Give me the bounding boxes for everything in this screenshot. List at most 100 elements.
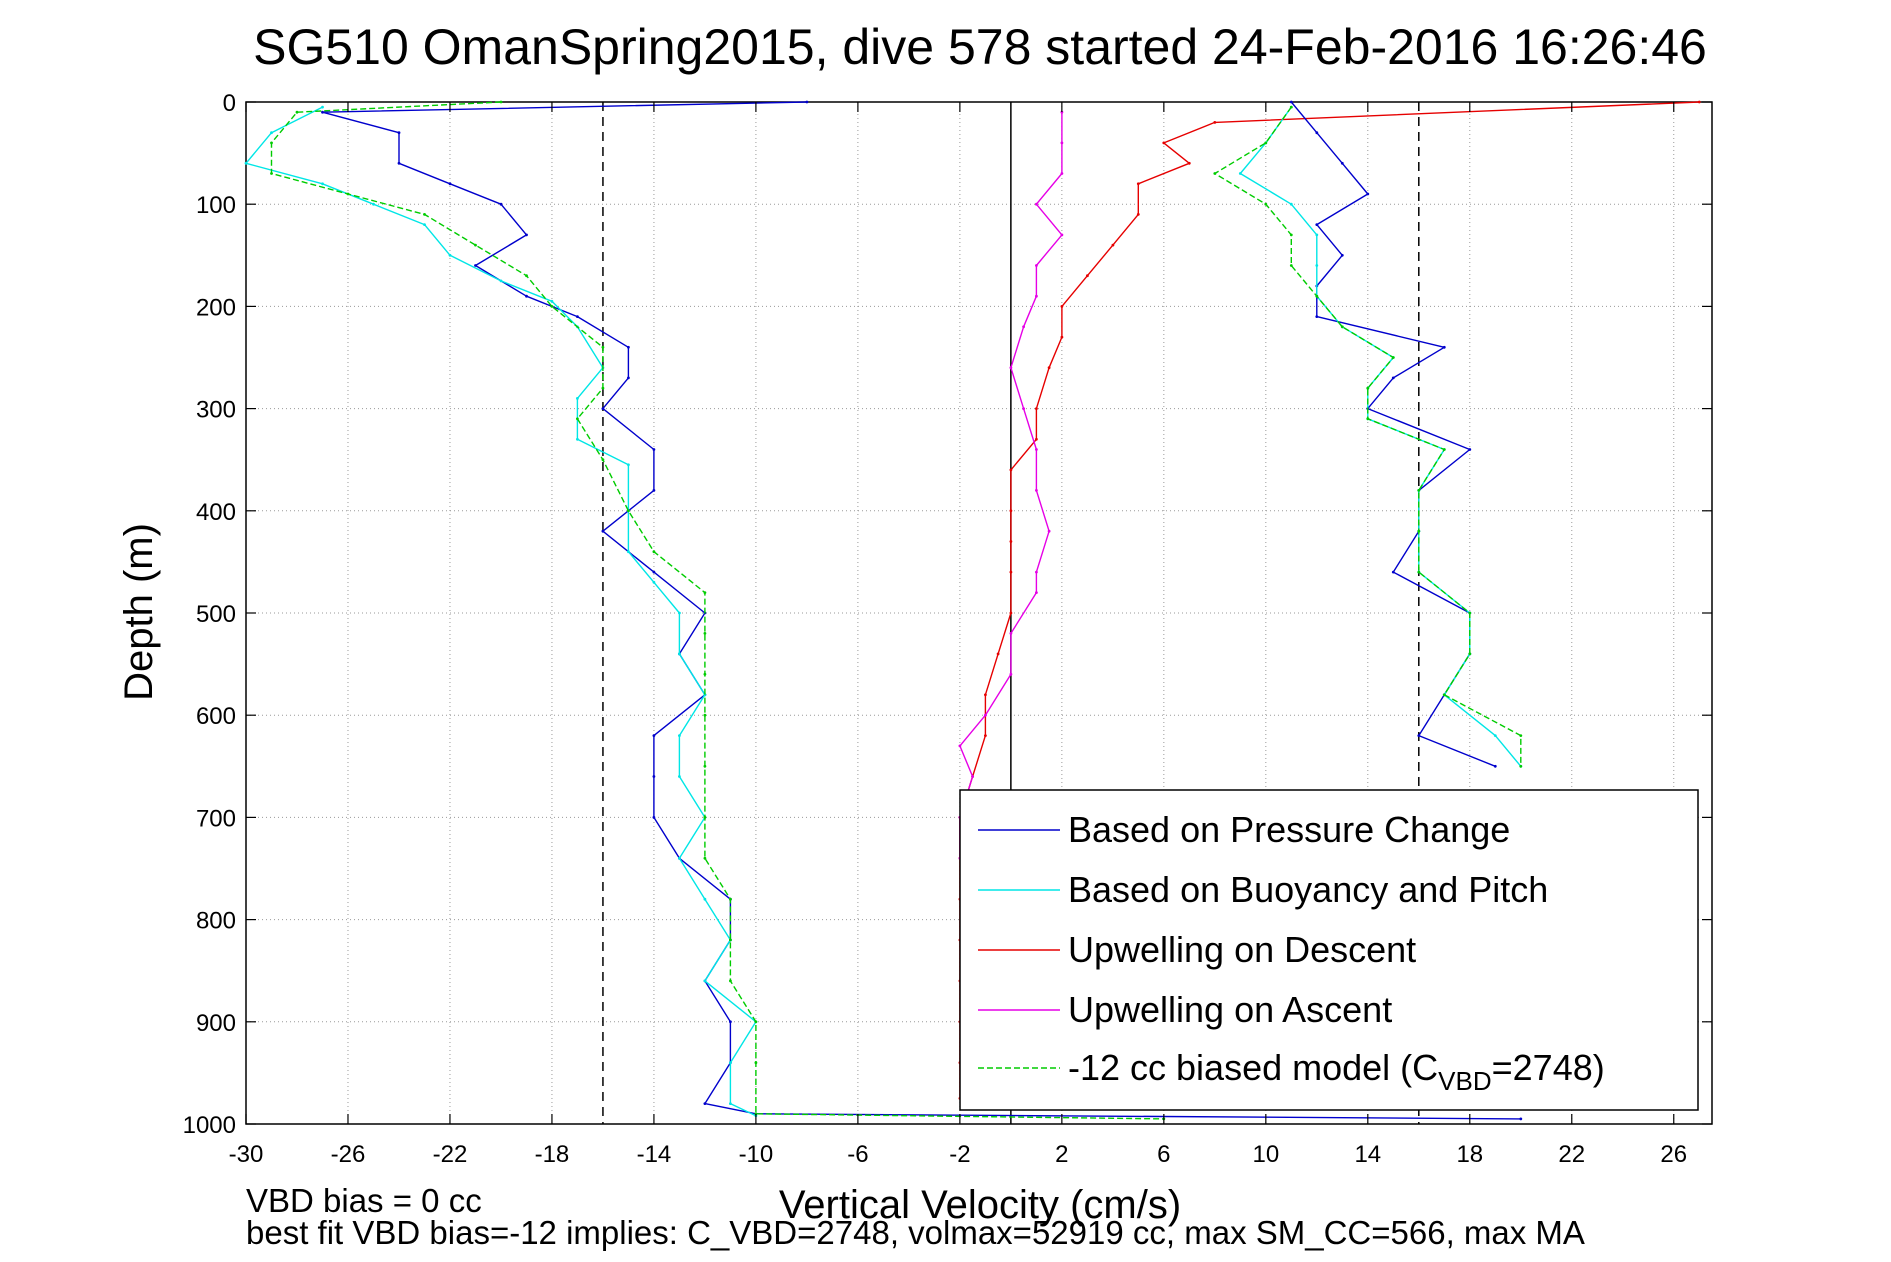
data-point — [627, 376, 630, 380]
data-point — [1009, 366, 1013, 370]
data-point — [1047, 366, 1051, 370]
x-tick-label: 14 — [1354, 1141, 1381, 1168]
data-point — [1035, 591, 1038, 594]
data-point — [474, 243, 477, 247]
data-point — [1519, 764, 1523, 768]
data-point — [576, 437, 579, 441]
data-point — [1035, 570, 1038, 574]
data-point — [652, 489, 656, 492]
footer-line-1: VBD bias = 0 cc — [246, 1182, 482, 1219]
y-tick-label: 1000 — [183, 1112, 236, 1139]
data-point — [703, 632, 707, 635]
x-tick-label: 10 — [1252, 1141, 1279, 1168]
data-point — [601, 345, 605, 349]
data-point — [1264, 141, 1268, 145]
data-point — [397, 131, 401, 135]
data-point — [1022, 325, 1025, 329]
legend-label: Upwelling on Ascent — [1068, 989, 1392, 1030]
data-point — [1519, 1117, 1523, 1121]
data-point — [346, 192, 350, 196]
data-point — [448, 253, 452, 257]
data-point — [601, 458, 605, 462]
data-point — [729, 897, 732, 901]
data-point — [1468, 652, 1472, 656]
chart-title: SG510 OmanSpring2015, dive 578 started 2… — [253, 19, 1707, 75]
data-point — [1022, 407, 1025, 410]
data-point — [703, 591, 707, 594]
data-point — [1391, 356, 1395, 359]
data-point — [703, 816, 707, 819]
data-point — [627, 345, 630, 349]
y-axis-ticks: 0 100 200 300 400 500 600 700 800 900 1000 — [183, 90, 1712, 1139]
data-point — [1315, 131, 1319, 135]
data-point — [754, 1061, 758, 1065]
data-point — [1289, 264, 1293, 267]
data-point — [729, 938, 732, 942]
data-point — [1047, 529, 1051, 533]
series-line-ascent-pressure-change — [1290, 101, 1496, 767]
data-point — [1264, 202, 1268, 206]
data-point — [627, 463, 630, 467]
data-point — [576, 397, 579, 400]
data-point — [1035, 448, 1038, 451]
data-point — [971, 775, 974, 778]
data-point — [1391, 570, 1395, 574]
y-tick-label: 200 — [196, 294, 236, 321]
data-point — [1391, 376, 1395, 380]
data-point — [703, 897, 707, 901]
data-point — [270, 141, 273, 145]
data-point — [550, 299, 554, 303]
y-tick-label: 100 — [196, 192, 236, 219]
data-point — [1417, 529, 1421, 533]
y-tick-label: 500 — [196, 601, 236, 628]
data-point — [984, 734, 987, 737]
data-point — [1340, 253, 1344, 257]
data-point — [1060, 172, 1064, 175]
data-point — [1136, 213, 1140, 216]
x-axis-label: Vertical Velocity (cm/s) — [779, 1183, 1181, 1227]
data-point — [729, 979, 732, 983]
data-point — [550, 305, 554, 308]
data-point — [1315, 233, 1319, 237]
data-point — [1315, 223, 1319, 227]
data-point — [321, 110, 324, 114]
data-point — [678, 775, 681, 778]
data-point — [652, 550, 656, 554]
x-tick-label: 26 — [1660, 1141, 1687, 1168]
y-tick-label: 900 — [196, 1010, 236, 1037]
data-point — [1493, 764, 1497, 768]
data-point — [1035, 407, 1038, 410]
x-tick-label: 6 — [1157, 1141, 1170, 1168]
data-point — [499, 100, 503, 104]
data-point — [244, 161, 248, 165]
data-point — [1442, 345, 1446, 349]
data-point — [1009, 632, 1013, 635]
data-point — [996, 652, 1000, 656]
data-point — [1009, 509, 1013, 513]
data-point — [474, 264, 477, 267]
data-point — [984, 713, 987, 717]
data-point — [1009, 672, 1013, 676]
data-point — [1213, 121, 1217, 124]
data-point — [1136, 182, 1140, 186]
data-point — [1417, 570, 1421, 574]
data-point — [1493, 734, 1497, 737]
data-point — [1060, 110, 1064, 114]
y-tick-label: 300 — [196, 397, 236, 424]
data-point — [423, 213, 426, 216]
data-point — [1035, 437, 1038, 441]
data-point — [1009, 468, 1013, 472]
data-point — [1315, 264, 1319, 267]
x-tick-label: -18 — [535, 1141, 570, 1168]
series-line-ascent-buoyancy-pitch — [1239, 106, 1522, 767]
data-point — [1366, 417, 1370, 421]
data-point — [1035, 264, 1038, 267]
x-tick-label: 18 — [1456, 1141, 1483, 1168]
data-point — [1442, 693, 1446, 697]
data-point — [703, 856, 707, 860]
data-point — [703, 764, 707, 768]
data-point — [652, 816, 656, 819]
data-point — [805, 100, 809, 104]
legend-label: Upwelling on Descent — [1068, 929, 1416, 970]
data-point — [703, 713, 707, 717]
